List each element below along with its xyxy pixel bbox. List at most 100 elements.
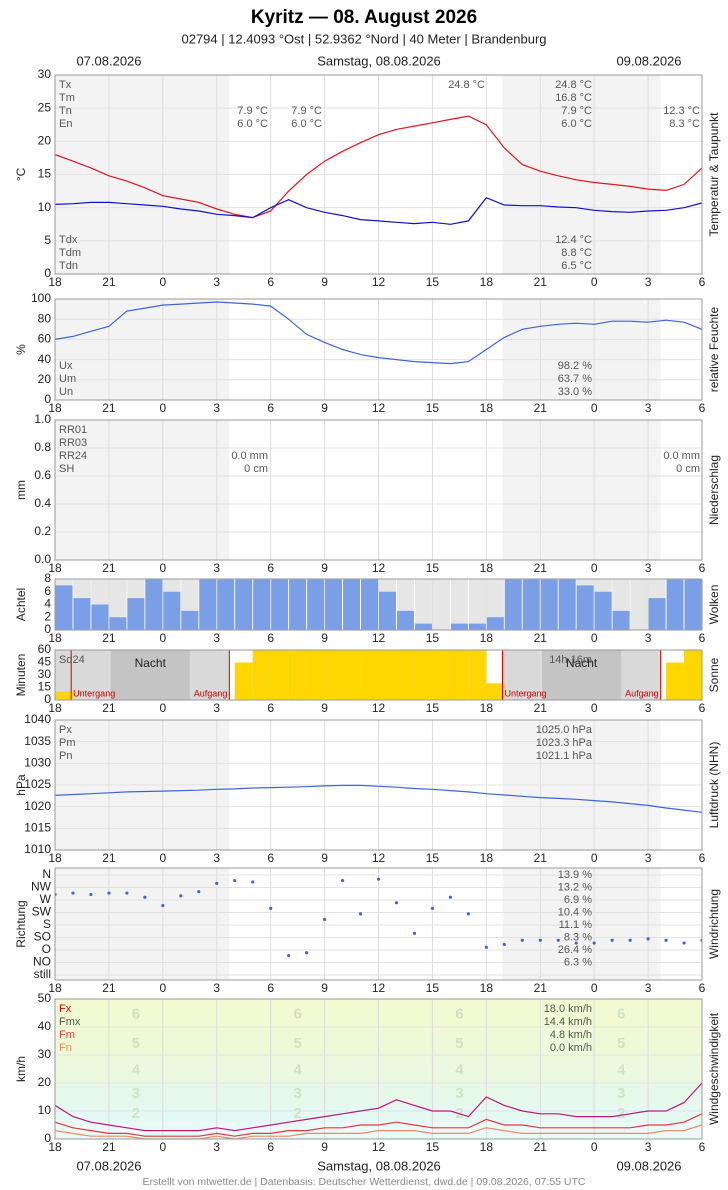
- point: [448, 895, 452, 899]
- night-label: Nacht: [566, 656, 598, 670]
- bar: [612, 610, 630, 630]
- stat-label: Fmx: [59, 1016, 81, 1028]
- x-tick-label: 9: [321, 561, 328, 575]
- y-tick-label: 80: [38, 311, 52, 325]
- beaufort-label: 4: [617, 1061, 626, 1078]
- x-tick-label: 15: [426, 631, 440, 645]
- direction-share: 11.1 %: [559, 919, 593, 931]
- stat-value: 18.0 km/h: [544, 1003, 592, 1015]
- stat-value: 7.9 °C: [561, 105, 592, 117]
- x-tick-label: 6: [699, 851, 706, 865]
- footer: Erstellt von mtwetter.de | Datenbasis: D…: [143, 1176, 586, 1188]
- point: [538, 938, 542, 942]
- point: [556, 938, 560, 942]
- x-tick-label: 21: [534, 275, 548, 289]
- stat-value: 7.9 °C: [291, 105, 322, 117]
- x-tick-label: 9: [321, 401, 328, 415]
- stat-value: 14h 16m: [549, 654, 592, 666]
- y-tick-label: 0: [44, 266, 51, 280]
- stat-label: Tdm: [59, 247, 81, 259]
- y-tick-label: 2: [44, 609, 51, 623]
- bar: [486, 617, 504, 630]
- y-axis-label: Achtel: [14, 588, 28, 621]
- x-tick-label: 12: [372, 401, 386, 415]
- bar: [307, 579, 325, 630]
- x-tick-label: 0: [159, 1140, 166, 1154]
- beaufort-label: 6: [455, 1005, 463, 1022]
- bar: [594, 591, 612, 630]
- x-tick-label: 15: [426, 1140, 440, 1154]
- stat-value: 24.8 °C: [448, 79, 485, 91]
- x-tick-label: 0: [159, 275, 166, 289]
- bar: [414, 623, 432, 630]
- x-tick-label: 18: [480, 981, 494, 995]
- y-axis-label: hPa: [14, 774, 28, 796]
- x-tick-label: 15: [426, 275, 440, 289]
- stat-label: Un: [59, 386, 73, 398]
- stat-value: 0 cm: [244, 463, 268, 475]
- x-tick-label: 6: [267, 981, 274, 995]
- y-axis-label: mm: [14, 480, 28, 500]
- beaufort-label: 4: [132, 1061, 141, 1078]
- beaufort-label: 3: [455, 1085, 463, 1102]
- stat-label: RR24: [59, 450, 87, 462]
- x-tick-label: 6: [267, 631, 274, 645]
- x-tick-label: 18: [48, 561, 62, 575]
- bar: [145, 579, 163, 630]
- x-tick-label: 12: [372, 981, 386, 995]
- stat-value: 6.0 °C: [561, 118, 592, 130]
- x-tick-label: 21: [102, 1140, 116, 1154]
- sunset-label: Untergang: [73, 688, 115, 698]
- x-tick-label: 18: [48, 851, 62, 865]
- y-tick-label: 1015: [24, 821, 51, 835]
- point: [125, 891, 129, 895]
- y-tick-label: 0: [44, 1131, 51, 1145]
- night-shade: [502, 420, 661, 560]
- direction-share: 26.4 %: [558, 944, 592, 956]
- bar: [324, 650, 343, 700]
- y-tick-label: 40: [38, 352, 52, 366]
- point: [502, 942, 506, 947]
- y-tick-label: 0: [44, 692, 51, 706]
- side-label: Sonne: [707, 657, 721, 692]
- bar: [378, 650, 397, 700]
- x-tick-label: 18: [480, 561, 494, 575]
- point: [161, 903, 165, 908]
- stat-value: 4.8 km/h: [550, 1029, 592, 1041]
- y-tick-label: NO: [33, 955, 51, 969]
- x-tick-label: 12: [372, 631, 386, 645]
- stat-value: 14.4 km/h: [544, 1016, 592, 1028]
- x-tick-label: 3: [645, 851, 652, 865]
- series-line: [55, 1082, 702, 1132]
- bar: [270, 650, 289, 700]
- stat-value: 0.0 mm: [663, 450, 700, 462]
- beaufort-label: 5: [455, 1035, 463, 1052]
- y-tick-label: 1.0: [34, 412, 51, 426]
- x-tick-label: 18: [480, 851, 494, 865]
- date-left: 07.08.2026: [76, 53, 141, 68]
- direction-share: 13.9 %: [558, 869, 592, 881]
- stat-value: 7.9 °C: [237, 105, 268, 117]
- night-shade: [502, 299, 661, 400]
- beaufort-label: 5: [617, 1035, 625, 1052]
- x-tick-label: 0: [591, 851, 598, 865]
- bar-background: [630, 579, 648, 630]
- beaufort-label: 5: [132, 1035, 140, 1052]
- point: [251, 880, 255, 884]
- marks: [55, 877, 702, 958]
- bar: [91, 604, 109, 630]
- y-tick-label: 0.6: [34, 468, 51, 482]
- stat-label: Tn: [59, 105, 72, 117]
- x-tick-label: 3: [645, 701, 652, 715]
- series-line: [55, 196, 702, 225]
- point: [143, 895, 147, 899]
- stat-label: Tdx: [59, 234, 78, 246]
- stat-label: Pn: [59, 750, 72, 762]
- stat-label: Tm: [59, 92, 75, 104]
- plot-border: [54, 867, 703, 981]
- stat-label: Tdn: [59, 260, 78, 272]
- beaufort-label: 2: [617, 1105, 625, 1122]
- point: [340, 878, 345, 883]
- date-center: Samstag, 08.08.2026: [317, 1158, 441, 1173]
- x-tick-label: 21: [534, 851, 548, 865]
